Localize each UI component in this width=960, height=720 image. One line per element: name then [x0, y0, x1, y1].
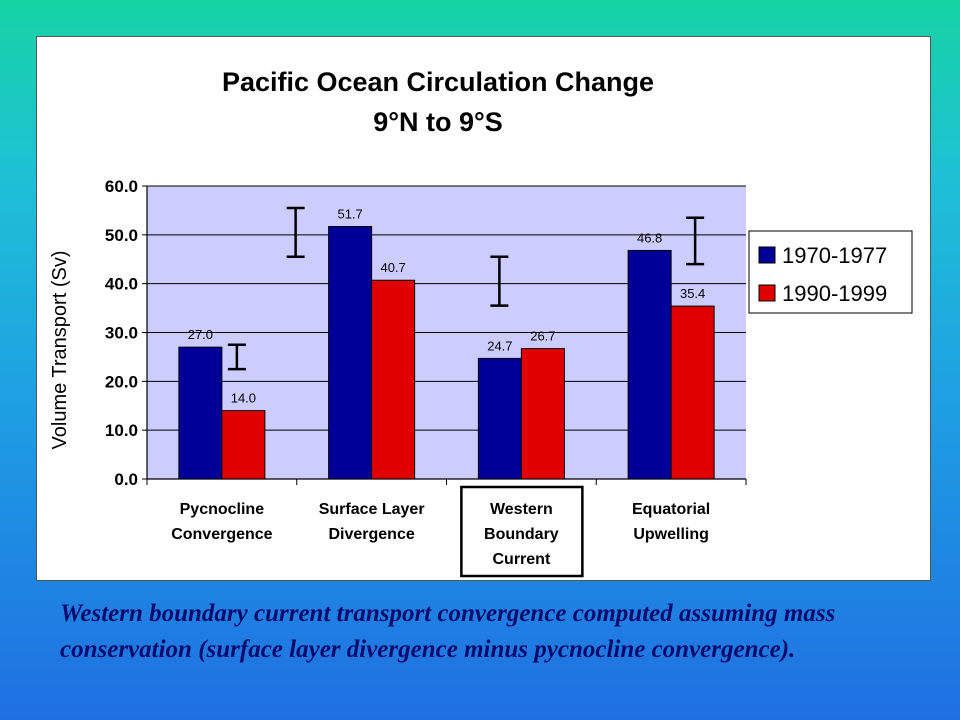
y-tick-label: 50.0: [105, 226, 138, 245]
y-tick-label: 0.0: [114, 470, 138, 489]
caption: Western boundary current transport conve…: [60, 600, 836, 663]
plot-area: 0.0 10.0 20.0 30.0 40.0 50.0 60.0 27.0 14.0 Pycno…: [105, 177, 747, 578]
legend-label: 1970-1977: [782, 243, 887, 268]
data-label: 26.7: [530, 329, 555, 344]
legend: 1970-1977 1990-1999: [748, 230, 913, 314]
error-bar: [286, 206, 305, 259]
data-label: 40.7: [380, 260, 405, 275]
x-category-label: Current: [492, 551, 550, 568]
data-label: 24.7: [487, 338, 512, 353]
legend-swatch: [758, 246, 776, 264]
bar-1990-1999: [371, 279, 416, 480]
error-bar: [490, 255, 509, 307]
highlight-box: [460, 485, 584, 578]
bar-1990-1999: [670, 305, 715, 480]
data-label: 46.8: [637, 230, 662, 245]
chart-title: Pacific Ocean Circulation Change: [222, 67, 654, 97]
bar-1970-1977: [477, 357, 522, 480]
bar-1970-1977: [178, 346, 223, 480]
bar-1990-1999: [221, 410, 266, 480]
bar-1970-1977: [627, 249, 672, 480]
data-label: 51.7: [337, 207, 362, 222]
y-tick-label: 20.0: [105, 372, 138, 391]
y-tick-label: 10.0: [105, 421, 138, 440]
chart-subtitle: 9°N to 9°S: [373, 107, 503, 137]
y-axis-label: Volume Transport (Sv): [49, 251, 71, 450]
x-category-label: Convergence: [171, 526, 272, 543]
data-label: 27.0: [188, 327, 213, 342]
x-category-label: Divergence: [328, 526, 414, 543]
bar-1970-1977: [328, 226, 373, 480]
y-tick-label: 30.0: [105, 324, 138, 343]
bar-1990-1999: [520, 348, 565, 480]
legend-box: [748, 230, 913, 314]
y-tick-label: 40.0: [105, 275, 138, 294]
bar-chart: Pacific Ocean Circulation Change 9°N to …: [49, 67, 913, 578]
legend-swatch: [758, 284, 776, 302]
data-label: 35.4: [680, 286, 705, 301]
data-label: 14.0: [231, 391, 256, 406]
x-category-label: Surface Layer: [319, 501, 425, 518]
x-category-label: Western: [490, 501, 553, 518]
x-category-label: Equatorial: [632, 501, 710, 518]
y-tick-label: 60.0: [105, 177, 138, 196]
error-bar: [686, 216, 705, 266]
x-category-label: Boundary: [484, 526, 559, 543]
x-category-label: Upwelling: [633, 526, 709, 543]
error-bar: [227, 343, 246, 371]
chart-panel: Pacific Ocean Circulation Change 9°N to …: [36, 36, 931, 581]
x-category-label: Pycnocline: [180, 501, 265, 518]
legend-label: 1990-1999: [782, 281, 887, 306]
